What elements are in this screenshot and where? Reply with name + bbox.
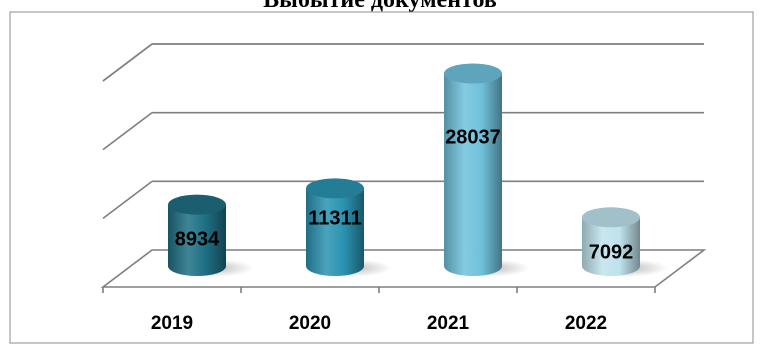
category-label: 2021 <box>427 313 470 334</box>
category-label: 2019 <box>151 313 193 334</box>
chart-frame <box>9 11 754 344</box>
gridline-side <box>102 180 153 219</box>
gridline-side <box>102 43 153 82</box>
data-label: 28037 <box>445 126 501 148</box>
data-label: 7092 <box>589 241 634 263</box>
bar-body <box>306 188 364 276</box>
bar-top <box>582 207 640 228</box>
bar-top <box>306 178 364 199</box>
bar-top <box>168 194 226 215</box>
bar-top <box>444 63 502 84</box>
bar <box>168 194 254 277</box>
bar-body <box>168 204 226 276</box>
bar-body <box>444 73 502 276</box>
category-label: 2020 <box>289 313 331 334</box>
bar-body <box>582 217 640 276</box>
data-label: 11311 <box>308 207 361 229</box>
category-label: 2022 <box>565 313 607 334</box>
bar <box>444 63 530 277</box>
gridline-side <box>102 112 153 151</box>
bar <box>582 207 668 277</box>
data-label: 8934 <box>175 229 220 251</box>
chart-title: Выбытие документов <box>263 0 497 13</box>
bar <box>306 178 392 277</box>
chart-floor <box>100 249 707 288</box>
